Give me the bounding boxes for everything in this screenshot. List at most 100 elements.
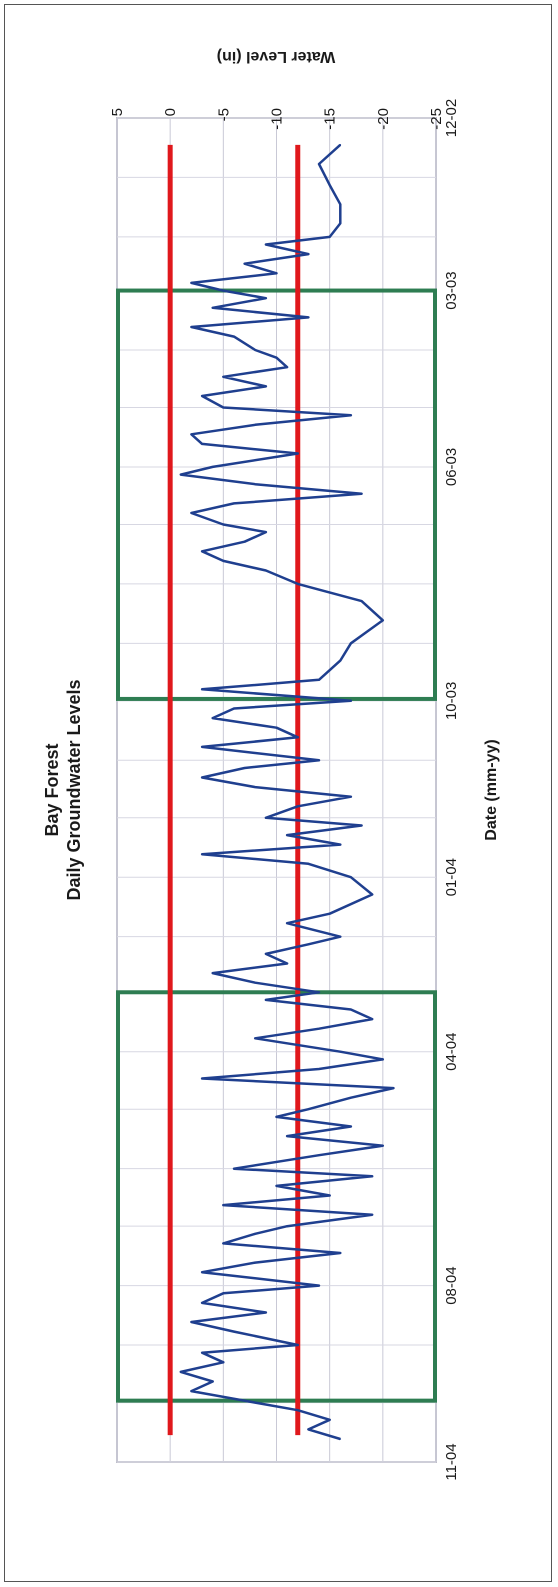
data-point [382, 1058, 384, 1061]
data-point [286, 366, 288, 369]
data-point [339, 144, 342, 146]
data-point [254, 423, 257, 426]
data-point [318, 163, 320, 165]
data-point [201, 1351, 203, 1354]
data-point [339, 843, 342, 846]
data-point [265, 817, 267, 819]
data-point [233, 1330, 235, 1333]
data-point [318, 678, 320, 681]
y-tick-label: -5 [215, 108, 232, 121]
data-point [190, 326, 193, 328]
data-point [254, 349, 257, 351]
data-point [318, 1284, 320, 1287]
data-point [307, 943, 310, 946]
data-point [328, 1194, 331, 1197]
data-point [275, 726, 278, 729]
data-point [371, 1018, 373, 1020]
highlight-box [116, 288, 437, 701]
data-point [318, 1027, 320, 1030]
x-tick-label: 06-03 [443, 448, 460, 486]
reference-lines [167, 144, 301, 1436]
data-point [318, 759, 320, 762]
data-point [265, 297, 267, 300]
data-point [350, 1008, 352, 1011]
data-point [222, 1242, 225, 1245]
data-point [265, 953, 267, 955]
data-point [233, 707, 235, 710]
data-point [307, 253, 310, 255]
data-point [254, 1233, 257, 1235]
x-axis-title: Date (mm-yy) [483, 739, 500, 840]
x-tick-label: 11-04 [443, 1443, 460, 1480]
data-point [318, 1154, 320, 1157]
data-point [296, 736, 299, 739]
data-point [350, 876, 352, 879]
data-point [201, 688, 203, 691]
data-point [233, 502, 235, 505]
x-tick-label: 08-04 [443, 1266, 460, 1304]
data-point [350, 1125, 352, 1128]
data-point [201, 746, 203, 748]
data-point [222, 560, 225, 562]
data-point [211, 466, 214, 468]
data-point [190, 1390, 193, 1392]
data-point [201, 1271, 203, 1273]
chart-subtitle: Daily Groundwater Levels [64, 679, 84, 900]
data-point [211, 307, 214, 309]
data-point [339, 1050, 342, 1053]
data-point [222, 289, 225, 292]
data-point [350, 414, 352, 416]
data-point [211, 972, 214, 974]
data-point [243, 767, 246, 769]
data-point [265, 569, 267, 572]
data-point [265, 1311, 267, 1314]
y-axis-title: Water Level (in) [217, 48, 336, 65]
data-point [360, 492, 363, 495]
data-point [371, 1175, 373, 1178]
data-point [179, 473, 182, 476]
data-point [318, 1068, 320, 1070]
data-point [254, 1037, 257, 1040]
x-tick-label: 03-03 [443, 271, 460, 309]
data-point [286, 962, 288, 965]
data-point [201, 776, 203, 779]
data-point [254, 786, 257, 788]
data-point [275, 1185, 278, 1187]
data-point [254, 1401, 257, 1404]
data-point [201, 1077, 203, 1080]
y-tick-label: -25 [428, 108, 445, 130]
data-point [339, 222, 342, 225]
data-point [243, 262, 246, 265]
data-point [350, 700, 352, 702]
data-point [371, 893, 373, 896]
data-point [328, 1419, 331, 1421]
data-point [201, 550, 203, 553]
data-point [382, 619, 384, 622]
data-point [318, 991, 320, 994]
data-point [286, 834, 288, 836]
data-point [286, 1135, 288, 1137]
data-point [190, 1321, 193, 1323]
data-point [222, 1204, 225, 1206]
data-point [307, 316, 310, 319]
data-point [339, 935, 342, 938]
data-point [339, 1438, 342, 1440]
data-point [307, 1108, 310, 1111]
data-point [222, 1292, 225, 1295]
data-point [201, 395, 203, 397]
data-point [296, 583, 299, 585]
data-point [275, 356, 278, 359]
data-point [201, 853, 203, 856]
y-tick-labels: 5 0 -5 -10 -15 -20 -25 [109, 108, 445, 130]
data-point [307, 863, 310, 865]
data-point [254, 1261, 257, 1264]
data-point [339, 659, 342, 662]
y-tick-label: -20 [375, 108, 392, 130]
data-point [265, 243, 267, 246]
data-point [275, 1116, 278, 1118]
data-point [211, 717, 214, 719]
data-point [190, 282, 193, 284]
data-point [222, 376, 225, 378]
data-point [392, 1087, 395, 1089]
data-point [190, 433, 193, 436]
